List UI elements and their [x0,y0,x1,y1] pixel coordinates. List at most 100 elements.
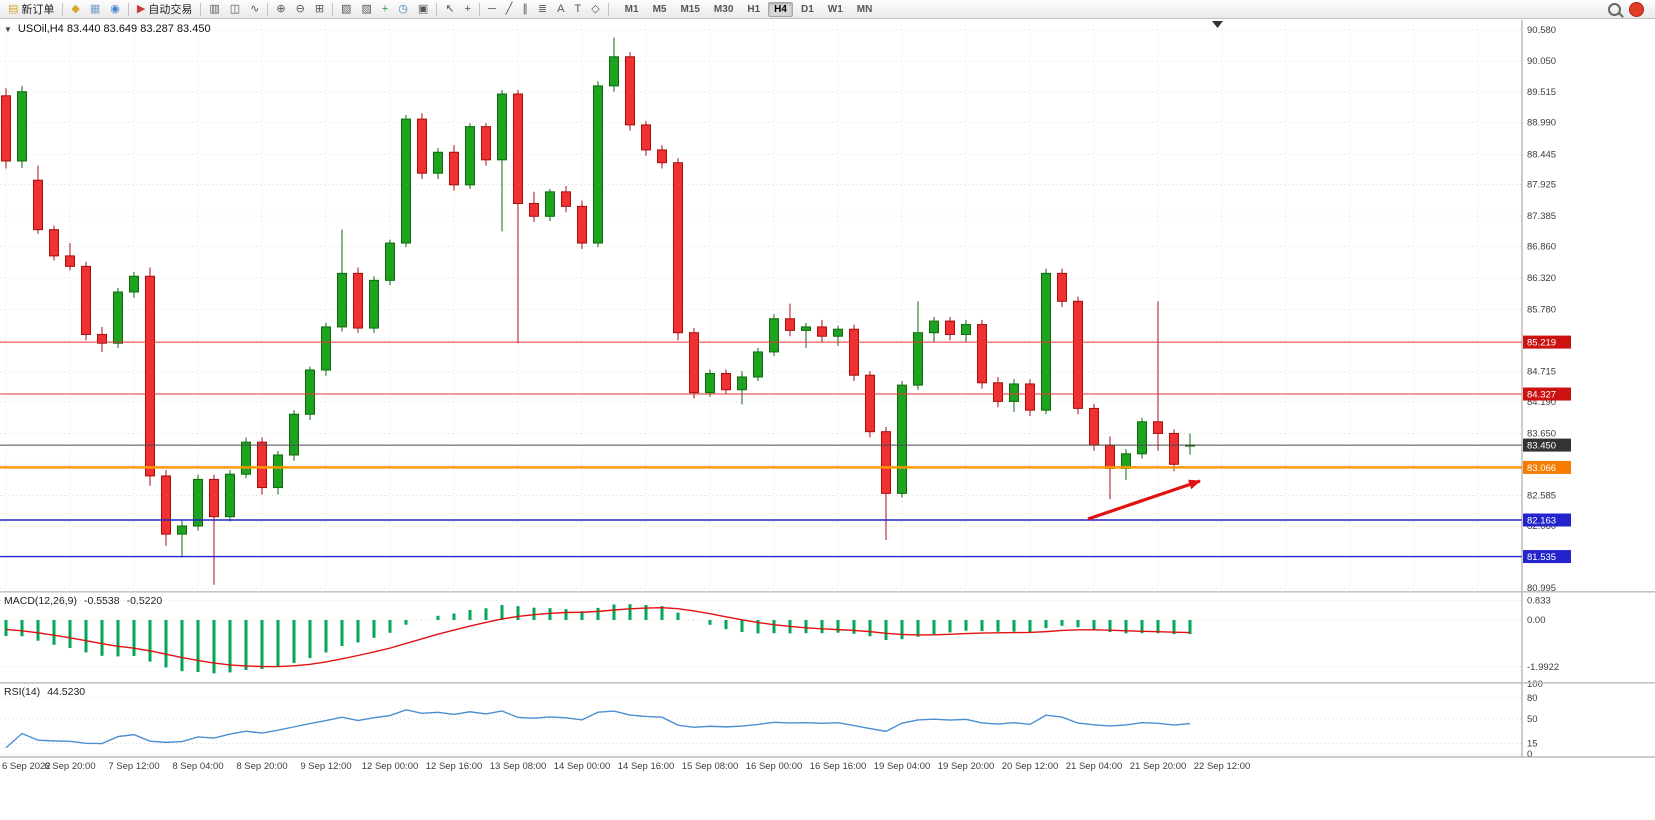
candle [609,37,619,92]
svg-text:87.925: 87.925 [1527,180,1556,191]
zoom-in-icon[interactable]: ⊕ [271,0,290,18]
shapes-icon[interactable]: ◇ [586,0,604,18]
candle [913,301,923,390]
zoom-out-icon[interactable]: ⊖ [291,0,310,18]
candle [337,229,347,332]
shapes-icon: ◇ [591,3,600,15]
resistance-line-2-badge: 84.327 [1523,387,1571,401]
tf-m5[interactable]: M5 [652,3,667,15]
tile-windows-icon[interactable]: ⊞ [310,0,329,18]
new-order-button-label: 新订单 [21,4,55,16]
profiles-icon[interactable]: ▨ [356,0,376,18]
svg-text:8 Sep 20:00: 8 Sep 20:00 [236,761,287,772]
candle [465,123,475,189]
svg-text:21 Sep 04:00: 21 Sep 04:00 [1066,761,1123,772]
zoom-out-icon: ⊖ [295,3,305,15]
crosshair-icon: + [464,3,471,15]
svg-text:86.860: 86.860 [1527,242,1556,253]
favorites-icon[interactable]: ◆ [66,0,84,18]
svg-text:83.450: 83.450 [1527,441,1556,452]
svg-text:16 Sep 00:00: 16 Sep 00:00 [746,761,803,772]
trend-arrow[interactable] [1087,479,1201,521]
support-line-blue-1-badge: 82.163 [1523,513,1571,527]
autotrading-button-label: 自动交易 [148,4,193,16]
svg-text:81.535: 81.535 [1527,552,1556,563]
svg-text:80: 80 [1527,693,1538,704]
svg-text:22 Sep 12:00: 22 Sep 12:00 [1194,761,1251,772]
candle [561,186,571,213]
tf-h4[interactable]: H4 [768,1,793,17]
macd-signal-line [5,606,1191,668]
tf-w1[interactable]: W1 [827,3,843,15]
fibonacci-icon: ≣ [537,3,548,15]
svg-text:84.327: 84.327 [1527,390,1556,401]
tf-d1[interactable]: D1 [800,3,814,15]
new-order-button[interactable]: ▤ 新订单 [3,0,59,18]
rsi-indicator-label: RSI(14) 44.5230 [4,686,85,698]
horizontal-line-icon[interactable]: ─ [483,0,501,18]
candle [145,267,155,486]
channel-icon[interactable]: ∥ [517,0,533,18]
candle [961,319,971,343]
period-icon[interactable]: ◷ [393,0,413,18]
candle [353,267,363,333]
search-icon[interactable] [1608,2,1621,16]
horizontal-line-icon: ─ [487,3,496,15]
svg-text:84.190: 84.190 [1527,397,1556,408]
depth-of-market-icon[interactable]: ▦ [85,0,105,18]
panel-separator-rsi[interactable] [0,682,1655,684]
tf-m1[interactable]: M1 [624,3,639,15]
tf-h1[interactable]: H1 [747,3,761,15]
toolbar-separator [267,2,269,16]
line-chart-icon[interactable]: ∿ [245,0,264,18]
fibonacci-icon[interactable]: ≣ [533,0,552,18]
toolbar-separator [127,2,129,16]
chart-shift-marker [1212,21,1223,28]
templates-icon[interactable]: ▣ [413,0,433,18]
tf-m30[interactable]: M30 [713,3,734,15]
metaquotes-community-icon[interactable]: ◉ [105,0,125,18]
tf-mn[interactable]: MN [856,3,873,15]
price-axis[interactable]: 90.580 90.050 89.515 88.990 88.445 87.925 87.3… [1521,20,1571,757]
candle [401,114,411,248]
cursor-icon[interactable]: ↖ [440,0,459,18]
candle [305,366,315,421]
candle [257,437,267,495]
svg-text:50: 50 [1527,714,1538,725]
toolbar-separator [478,2,480,16]
candle [1009,379,1019,412]
candle [449,145,459,191]
svg-text:82.163: 82.163 [1527,516,1556,527]
bar-chart-icon[interactable]: ▥ [204,0,224,18]
svg-text:21 Sep 20:00: 21 Sep 20:00 [1130,761,1187,772]
crosshair-icon[interactable]: + [460,0,476,18]
svg-text:0: 0 [1527,749,1532,760]
timeframe-switcher: M1 M5 M15 M30 H1 H4 D1 W1 MN [618,1,880,17]
trendline-icon[interactable]: ╱ [501,0,518,18]
notification-icon[interactable] [1629,1,1644,17]
add-indicator-icon[interactable]: + [377,0,393,18]
candle [833,325,843,347]
candle [65,243,75,271]
svg-text:6 Sep 20:00: 6 Sep 20:00 [44,761,95,772]
tf-m15[interactable]: M15 [680,3,700,15]
autotrading-button[interactable]: ▶ 自动交易 [132,0,197,18]
text-icon[interactable]: A [552,0,569,18]
new-chart-icon[interactable]: ▧ [336,0,356,18]
chart-title: ▼ USOil,H4 83.440 83.649 83.287 83.450 [4,23,211,35]
svg-text:88.445: 88.445 [1527,149,1556,160]
candle [673,158,683,341]
text-label-icon[interactable]: T [569,0,586,18]
candle [705,369,715,397]
candle [321,322,331,376]
one-click-collapse-icon[interactable]: ▼ [4,24,12,34]
svg-text:90.050: 90.050 [1527,56,1556,67]
candle [1041,268,1051,415]
svg-text:16 Sep 16:00: 16 Sep 16:00 [810,761,867,772]
candle [529,191,539,223]
main-chart [0,21,1522,585]
panel-separator-macd[interactable] [0,591,1655,593]
candlestick-chart-icon[interactable]: ◫ [225,0,245,18]
